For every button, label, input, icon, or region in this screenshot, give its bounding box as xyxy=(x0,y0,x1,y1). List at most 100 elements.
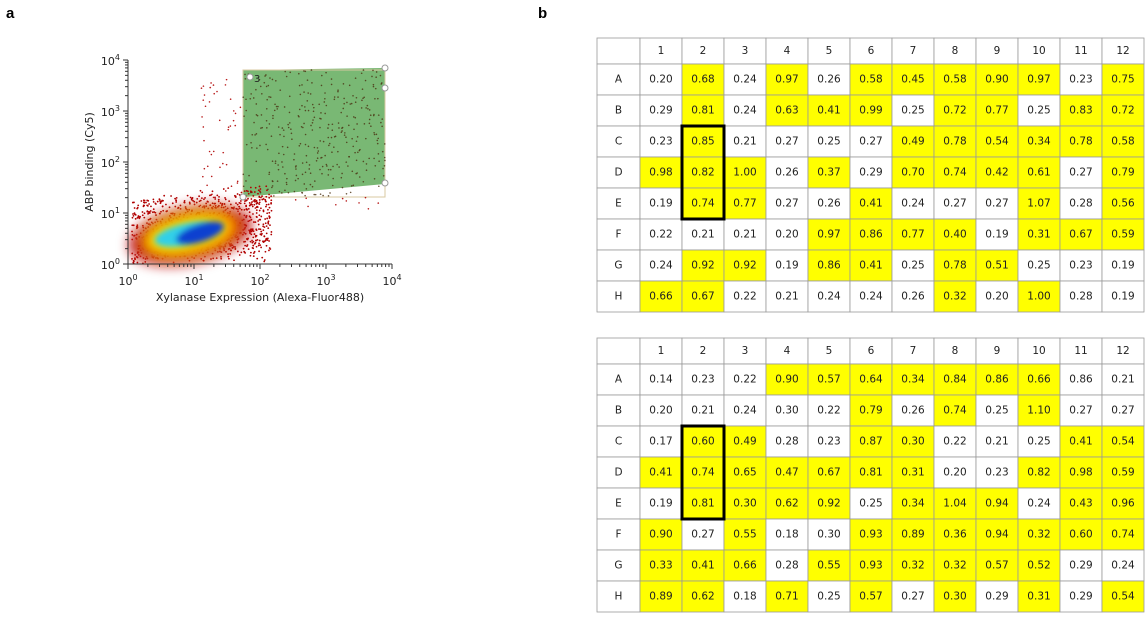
event-dot xyxy=(152,208,155,211)
event-dot xyxy=(281,192,283,194)
event-dot xyxy=(131,216,134,219)
event-dot xyxy=(245,208,248,211)
event-dot xyxy=(249,190,252,193)
event-dot xyxy=(191,197,193,200)
table-cell xyxy=(1101,156,1145,189)
table-cell xyxy=(975,518,1019,551)
tick-base: 10 xyxy=(101,55,115,68)
event-dot xyxy=(307,92,309,94)
table-cell xyxy=(1101,94,1145,127)
row-label: H xyxy=(615,591,623,603)
event-dot xyxy=(285,181,288,184)
cell-value: 0.81 xyxy=(691,105,714,117)
cell-value: 0.90 xyxy=(649,529,672,541)
event-dot xyxy=(228,257,230,260)
event-dot xyxy=(137,215,140,217)
cell-value: 0.51 xyxy=(985,260,1008,272)
cell-value: 0.29 xyxy=(985,591,1008,603)
event-dot xyxy=(193,200,196,203)
cell-value: 0.70 xyxy=(901,167,924,179)
event-dot xyxy=(245,245,248,248)
column-header: 9 xyxy=(994,345,1001,357)
table-cell xyxy=(1059,425,1103,458)
event-dot xyxy=(268,211,271,214)
event-dot xyxy=(216,90,218,93)
event-dot xyxy=(255,229,258,231)
tick-exponent: 1 xyxy=(115,206,120,215)
cell-value: 0.71 xyxy=(775,591,798,603)
event-dot xyxy=(330,78,333,80)
event-dot xyxy=(265,107,268,110)
event-dot xyxy=(268,206,271,209)
event-dot xyxy=(245,143,248,146)
event-dot xyxy=(274,103,276,106)
event-dot xyxy=(265,195,268,198)
event-dot xyxy=(258,201,261,204)
event-dot xyxy=(268,173,270,176)
event-dot xyxy=(301,191,303,194)
event-dot xyxy=(276,108,279,110)
event-dot xyxy=(311,121,314,124)
cell-value: 0.68 xyxy=(691,74,714,86)
event-dot xyxy=(138,217,141,220)
event-dot xyxy=(251,201,253,204)
event-dot xyxy=(324,112,326,115)
row-label: C xyxy=(615,136,622,148)
table-cell xyxy=(807,156,851,189)
event-dot xyxy=(239,200,242,202)
cell-value: 0.77 xyxy=(901,229,924,241)
event-dot xyxy=(272,117,274,120)
event-dot xyxy=(327,136,330,139)
event-dot xyxy=(351,137,353,140)
event-dot xyxy=(234,248,237,250)
event-dot xyxy=(378,185,380,188)
event-dot xyxy=(336,163,338,166)
tick-base: 10 xyxy=(101,106,115,119)
table-cell xyxy=(681,218,725,251)
event-dot xyxy=(275,79,277,82)
event-dot xyxy=(249,191,252,194)
cell-value: 1.07 xyxy=(1027,198,1050,210)
cell-value: 0.72 xyxy=(1111,105,1134,117)
event-dot xyxy=(352,116,355,118)
header-cell xyxy=(849,337,893,365)
event-dot xyxy=(246,238,249,241)
cell-value: 0.22 xyxy=(649,229,672,241)
event-dot xyxy=(266,217,269,220)
event-dot xyxy=(293,153,296,155)
event-dot xyxy=(309,172,312,175)
event-dot xyxy=(208,150,211,153)
header-cell xyxy=(807,337,851,365)
event-dot xyxy=(262,229,265,232)
table-cell xyxy=(1059,63,1103,96)
cell-value: 0.66 xyxy=(649,291,673,303)
event-dot xyxy=(202,99,205,101)
cell-value: 0.98 xyxy=(1069,467,1092,479)
event-dot xyxy=(151,211,154,214)
event-dot xyxy=(253,221,255,223)
event-dot xyxy=(203,198,205,201)
event-dot xyxy=(365,137,367,140)
event-dot xyxy=(143,216,146,219)
cell-value: 0.30 xyxy=(817,529,840,541)
cell-value: 0.24 xyxy=(1027,498,1051,510)
event-dot xyxy=(137,204,140,207)
row-header-cell xyxy=(596,249,641,282)
event-dot xyxy=(245,109,248,112)
row-label: G xyxy=(614,260,622,272)
event-dot xyxy=(223,202,226,205)
event-dot xyxy=(265,232,268,235)
event-dot xyxy=(253,203,256,206)
cell-value: 0.86 xyxy=(1069,374,1093,386)
event-dot xyxy=(265,143,267,146)
table-cell xyxy=(765,549,809,582)
event-dot xyxy=(263,259,266,261)
table-cell xyxy=(807,487,851,520)
event-dot xyxy=(355,172,357,175)
event-dot xyxy=(317,150,320,152)
event-dot xyxy=(265,119,268,122)
event-dot xyxy=(295,165,297,167)
event-dot xyxy=(342,83,345,85)
cell-value: 0.24 xyxy=(859,291,883,303)
cell-value: 0.59 xyxy=(1111,467,1134,479)
